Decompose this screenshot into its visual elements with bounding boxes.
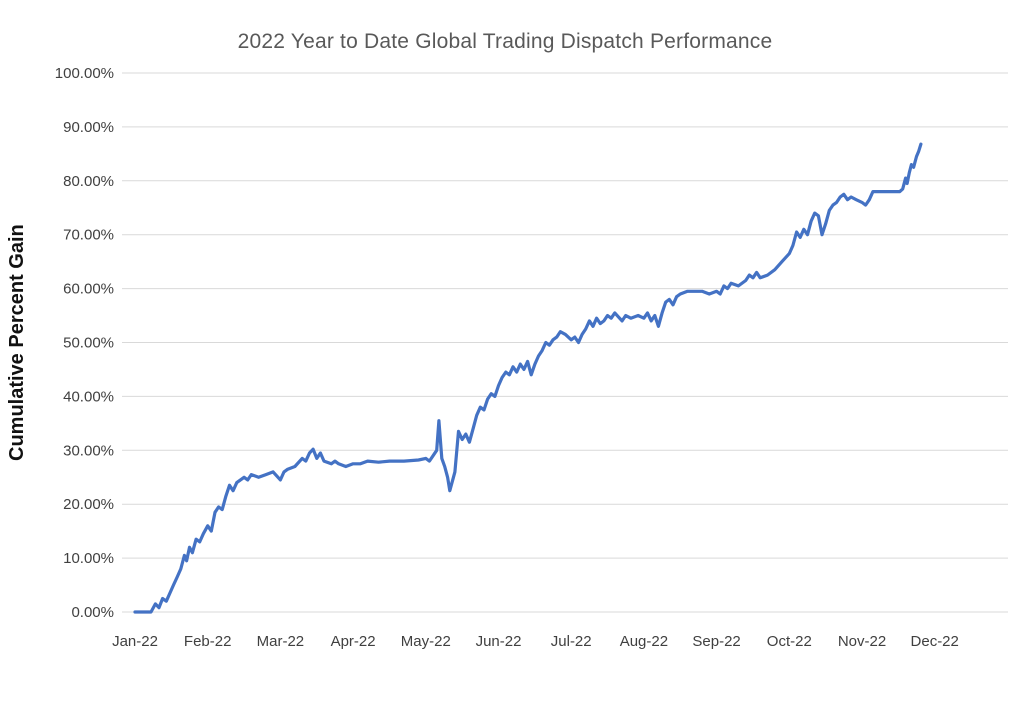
y-tick-label: 100.00%	[55, 65, 114, 82]
x-tick-label: May-22	[401, 633, 451, 650]
series-line	[133, 142, 923, 614]
x-tick-label: Apr-22	[331, 633, 376, 650]
x-tick-label: Dec-22	[911, 633, 959, 650]
y-tick-label: 60.00%	[63, 281, 114, 298]
y-tick-label: 80.00%	[63, 173, 114, 190]
y-tick-label: 30.00%	[63, 442, 114, 459]
x-tick-label: Mar-22	[257, 633, 305, 650]
y-tick-label: 50.00%	[63, 335, 114, 352]
x-tick-label: Jan-22	[112, 633, 158, 650]
x-tick-label: Feb-22	[184, 633, 232, 650]
y-tick-label: 20.00%	[63, 496, 114, 513]
y-tick-label: 40.00%	[63, 388, 114, 405]
y-tick-label: 0.00%	[71, 604, 114, 621]
y-tick-label: 10.00%	[63, 550, 114, 567]
y-tick-label: 70.00%	[63, 227, 114, 244]
x-tick-label: Nov-22	[838, 633, 886, 650]
x-tick-label: Jul-22	[551, 633, 592, 650]
x-tick-label: Sep-22	[692, 633, 740, 650]
x-tick-label: Oct-22	[767, 633, 812, 650]
chart-title: 2022 Year to Date Global Trading Dispatc…	[237, 30, 773, 53]
y-tick-label: 90.00%	[63, 119, 114, 136]
x-tick-label: Aug-22	[620, 633, 668, 650]
x-tick-label: Jun-22	[476, 633, 522, 650]
